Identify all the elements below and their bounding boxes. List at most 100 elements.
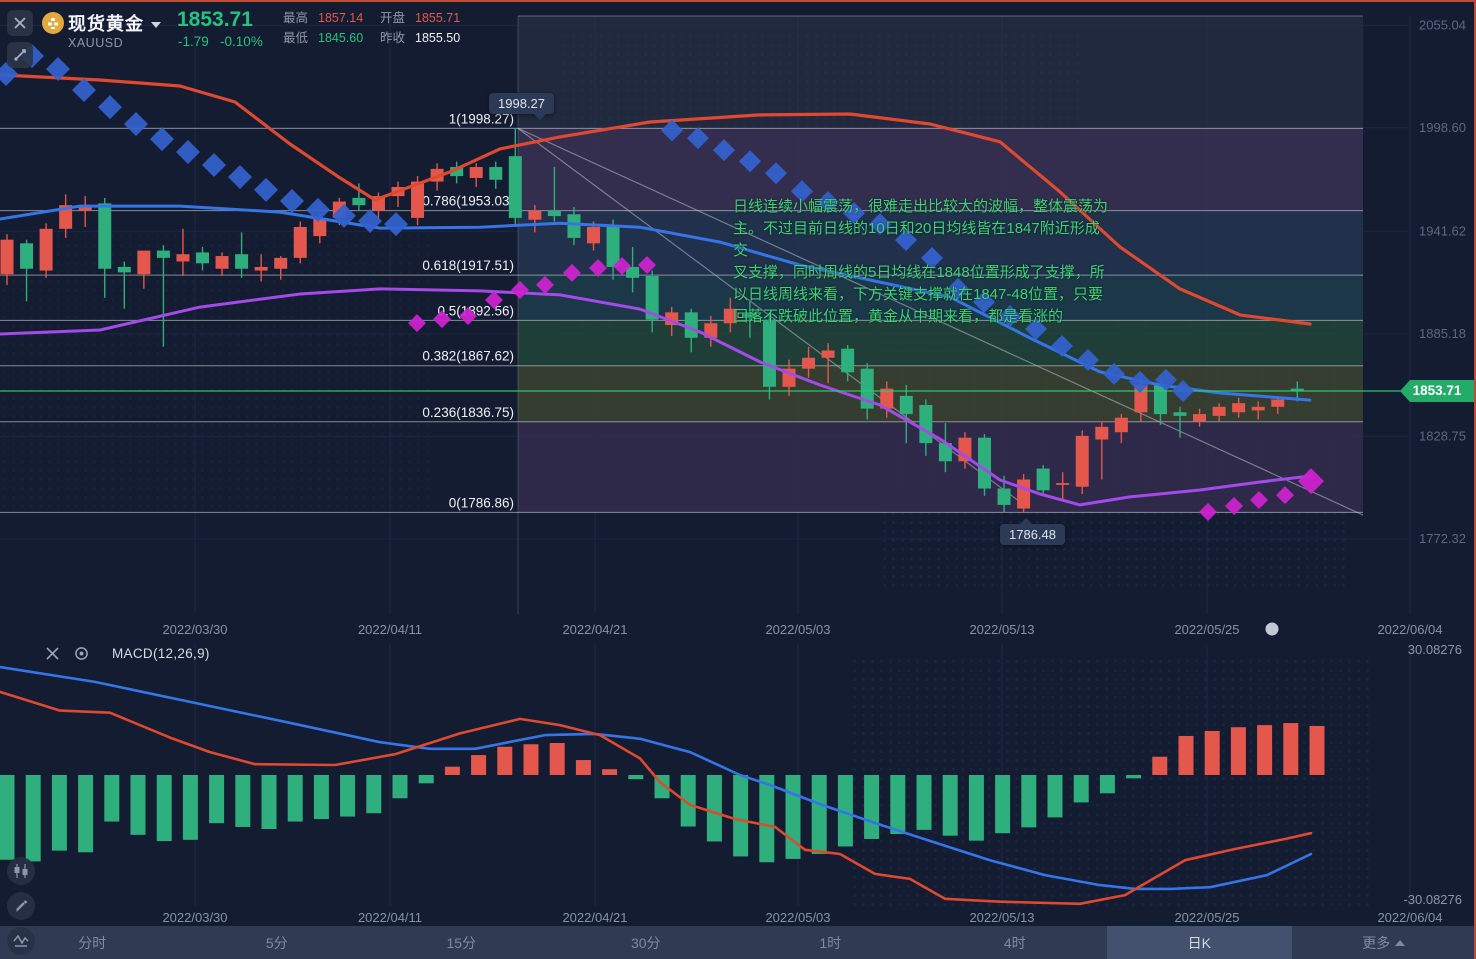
- ma-orange-line: [0, 73, 1312, 326]
- macd-bar: [1257, 725, 1273, 775]
- candle-body: [117, 266, 131, 273]
- macd-bar: [418, 775, 434, 784]
- blue-diamond-markers: [46, 56, 70, 81]
- macd-date-label: 2022/03/30: [162, 910, 227, 925]
- macd-bar: [313, 775, 329, 820]
- close-chart-button[interactable]: [7, 10, 33, 36]
- chart-type-button[interactable]: [7, 857, 35, 885]
- price-axis-label: 1885.18: [1419, 326, 1466, 341]
- trendline-tool-button[interactable]: [7, 42, 33, 68]
- candle-body: [176, 254, 190, 262]
- candle-body: [1134, 385, 1148, 413]
- stat-最高: 最高 1857.14: [283, 11, 364, 25]
- macd-date-label: 2022/04/11: [358, 910, 422, 925]
- candle-body: [1075, 435, 1089, 487]
- ma-purple-line: [0, 287, 1312, 507]
- blue-diamond-markers: [713, 139, 735, 162]
- macd-bar: [680, 775, 696, 827]
- draw-tool-button[interactable]: [7, 892, 35, 920]
- candle-body: [899, 395, 913, 415]
- candle-body: [528, 210, 542, 220]
- caret-up-icon: [1395, 939, 1406, 946]
- macd-bar: [261, 775, 277, 830]
- fib-level-label: 0.786(1953.03): [422, 194, 514, 209]
- candle-body: [215, 256, 229, 269]
- candle-body: [156, 250, 170, 258]
- tab-5分[interactable]: 5分: [265, 934, 288, 951]
- magenta-diamond-markers: [485, 290, 503, 309]
- blue-diamond-markers: [973, 290, 995, 313]
- macd-bar: [864, 775, 880, 839]
- macd-bar: [575, 760, 591, 775]
- tab-15分[interactable]: 15分: [446, 934, 477, 951]
- blue-diamond-markers: [947, 277, 969, 300]
- stats-column-2: 开盘 1855.71 昨收 1855.50: [380, 8, 460, 48]
- magenta-low-markers: [1298, 468, 1324, 495]
- tab-30分[interactable]: 30分: [630, 934, 661, 951]
- candle-body: [606, 226, 620, 267]
- blue-diamond-markers: [124, 111, 148, 136]
- blue-diamond-markers: [1129, 370, 1151, 393]
- candle-body: [645, 276, 659, 320]
- trendline-icon: [14, 49, 26, 61]
- tab-4时[interactable]: 4时: [1003, 934, 1026, 951]
- candle-body: [880, 388, 894, 409]
- candle-body: [587, 226, 600, 244]
- blue-diamond-markers: [1051, 334, 1073, 357]
- macd-bar: [916, 775, 932, 830]
- tab-分时[interactable]: 分时: [78, 934, 107, 951]
- macd-bar: [1309, 725, 1325, 775]
- blue-diamond-markers: [791, 180, 813, 203]
- macd-date-label: 2022/06/04: [1377, 910, 1442, 925]
- fib-level-label: 0.382(1867.62): [422, 349, 514, 364]
- indicator-button[interactable]: [7, 927, 35, 955]
- macd-bar: [942, 775, 958, 836]
- candle-body: [547, 210, 561, 217]
- macd-bar: [0, 775, 15, 860]
- stat-开盘: 开盘 1855.71: [380, 11, 461, 25]
- macd-close-button[interactable]: [46, 646, 59, 660]
- macd-bar: [1204, 730, 1220, 775]
- date-axis-label: 2022/03/30: [162, 622, 227, 637]
- macd-bar: [497, 746, 513, 775]
- candle-body: [938, 443, 952, 462]
- macd-date-label: 2022/04/21: [562, 910, 627, 925]
- scroll-position-dot[interactable]: [1265, 622, 1279, 636]
- macd-dea-line: [0, 665, 1313, 891]
- macd-date-label: 2022/05/25: [1174, 910, 1239, 925]
- tab-1时[interactable]: 1时: [819, 934, 842, 951]
- instrument-header: 现货黄金 XAUUSD 1853.71 -1.79 -0.10% 最高 1857.…: [0, 8, 520, 68]
- macd-bar: [602, 769, 618, 775]
- fib-level-label: 0.236(1836.75): [422, 405, 514, 420]
- candle-body: [762, 319, 776, 387]
- magenta-diamond-markers: [511, 281, 529, 300]
- blue-diamond-markers: [999, 304, 1021, 327]
- macd-settings-button[interactable]: [74, 646, 89, 661]
- blue-diamond-markers: [384, 212, 408, 237]
- date-axis-label: 2022/06/04: [1377, 622, 1442, 637]
- candle-body: [997, 488, 1011, 505]
- macd-bar: [444, 766, 460, 775]
- macd-dif-line: [0, 690, 1313, 906]
- instrument-selector[interactable]: 现货黄金: [68, 10, 161, 36]
- candle-body: [469, 167, 483, 178]
- macd-bar: [1021, 775, 1037, 828]
- tab-日K[interactable]: 日K: [1107, 926, 1292, 959]
- close-icon: [46, 646, 59, 660]
- annotation-line: 以日线周线来看，下方关键支撑就在1847-48位置，只要: [733, 286, 1104, 303]
- fib-band: [518, 421, 1363, 513]
- magenta-low-markers: [1225, 496, 1243, 515]
- macd-chart[interactable]: 2022/03/30 2022/04/11 2022/04/21 2022/05/03…: [0, 638, 1476, 928]
- blue-diamond-markers: [332, 203, 356, 228]
- main-candlestick-chart[interactable]: 2055.04 1998.60 1941.62 1885.18 1828.75 1772.…: [0, 2, 1476, 638]
- candle-body: [1232, 403, 1246, 413]
- candle-body: [489, 167, 503, 180]
- gear-icon: [75, 646, 88, 660]
- date-axis-label: 2022/04/11: [358, 622, 422, 637]
- macd-bar: [51, 775, 67, 851]
- macd-bar: [785, 775, 801, 859]
- macd-bar: [1099, 775, 1115, 794]
- tab-更多[interactable]: 更多: [1292, 926, 1476, 959]
- candle-body: [313, 217, 327, 237]
- macd-bar: [1152, 756, 1168, 775]
